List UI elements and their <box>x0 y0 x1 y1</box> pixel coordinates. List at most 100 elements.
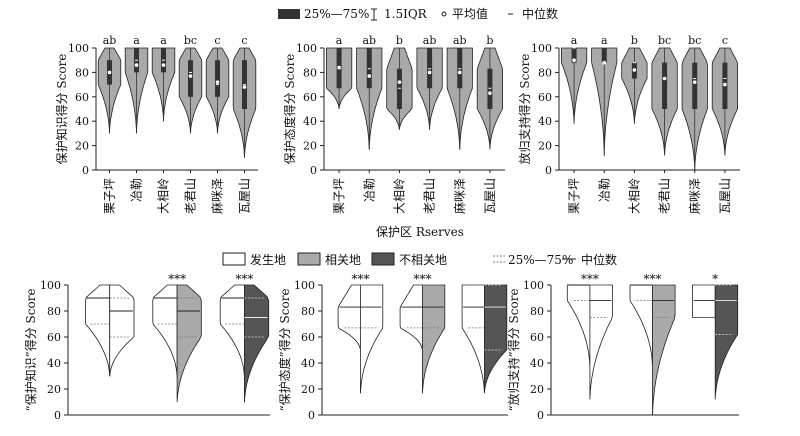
significance-letter: ab <box>103 34 117 47</box>
significance-mark: *** <box>235 272 253 286</box>
legend-quartile-label: 25%—75% <box>508 253 573 267</box>
significance-mark: * <box>712 272 718 286</box>
x-tick-label: 冶勒 <box>362 178 376 202</box>
x-tick-label: 老君山 <box>423 178 437 214</box>
y-tick-label: 0 <box>82 164 89 177</box>
significance-letter: a <box>336 34 343 47</box>
mean-mark <box>161 63 166 67</box>
y-tick-label: 20 <box>47 383 61 396</box>
significance-letter: c <box>214 34 220 47</box>
significance-letter: a <box>133 34 140 47</box>
y-tick-label: 40 <box>47 357 61 370</box>
y-tick-label: 80 <box>47 305 61 318</box>
x-tick-label: 麻咪泽 <box>210 178 225 214</box>
y-tick-label: 20 <box>538 140 552 153</box>
legend-box-swatch <box>278 9 300 19</box>
significance-mark: *** <box>644 272 662 286</box>
split-violin-panel: 0 20 40 60 80 100“保护知识”得分 Score *** *** <box>23 272 270 422</box>
legend-item-label: 发生地 <box>250 252 286 267</box>
x-tick-label: 大相岭 <box>627 178 641 214</box>
mean-mark <box>242 85 247 89</box>
x-tick-label: 栗子坪 <box>332 178 346 214</box>
significance-letter: b <box>631 34 638 47</box>
iqr-box <box>662 62 668 109</box>
y-tick-label: 100 <box>294 279 315 292</box>
iqr-box <box>427 48 433 89</box>
significance-mark: *** <box>581 272 599 286</box>
legend-mean-label: 平均值 <box>452 6 488 21</box>
mean-mark <box>632 68 637 72</box>
significance-mark: *** <box>351 272 369 286</box>
y-axis-label: “保护态度”得分 Score <box>277 288 292 411</box>
shared-xlabel: 保护区 Rserves <box>376 225 464 239</box>
iqr-box <box>396 68 402 109</box>
half-violin <box>219 284 245 377</box>
y-tick-label: 40 <box>75 115 89 128</box>
iqr-box <box>487 68 493 109</box>
y-tick-label: 20 <box>530 383 544 396</box>
y-tick-label: 80 <box>538 66 552 79</box>
y-axis-label: “保护知识”得分 Score <box>23 288 38 411</box>
y-tick-label: 60 <box>530 331 544 344</box>
half-violin <box>483 284 508 394</box>
legend-item-label: 不相关地 <box>399 253 447 267</box>
y-tick-label: 0 <box>308 409 315 422</box>
mean-mark <box>692 80 697 84</box>
significance-letter: bc <box>658 34 671 47</box>
half-violin <box>714 284 739 400</box>
x-tick-label: 冶勒 <box>130 178 144 202</box>
y-tick-label: 0 <box>310 164 317 177</box>
x-tick-label: 老君山 <box>184 178 198 214</box>
half-violin <box>589 284 613 400</box>
significance-letter: a <box>160 34 167 47</box>
half-violin <box>109 284 135 377</box>
half-violin <box>85 284 111 377</box>
x-tick-label: 麻咪泽 <box>687 178 702 214</box>
mean-mark <box>215 80 220 84</box>
y-tick-label: 0 <box>54 409 61 422</box>
x-tick-label: 栗子坪 <box>567 178 581 214</box>
y-axis-label: 保护知识得分 Score <box>54 54 69 165</box>
significance-letter: b <box>396 34 403 47</box>
y-tick-label: 40 <box>538 115 552 128</box>
y-tick-label: 80 <box>530 305 544 318</box>
y-tick-label: 20 <box>301 383 315 396</box>
y-tick-label: 20 <box>303 140 317 153</box>
half-violin <box>399 284 423 351</box>
y-tick-label: 100 <box>68 42 89 55</box>
iqr-box <box>188 60 193 97</box>
x-tick-label: 冶勒 <box>597 178 611 202</box>
legend-bottom: 发生地 相关地 不相关地 25%—75% 中位数 <box>222 252 617 267</box>
mean-mark <box>457 70 462 75</box>
legend-whisker-label: 1.5IQR <box>384 7 428 21</box>
half-violin <box>152 284 178 377</box>
y-tick-label: 60 <box>75 91 89 104</box>
legend-top: 25%—75% 1.5IQR 平均值 中位数 <box>278 6 558 21</box>
y-tick-label: 60 <box>47 331 61 344</box>
y-axis-label: 保护态度得分 Score <box>282 54 297 165</box>
y-axis-label: 放归支持得分 Score <box>517 54 532 165</box>
y-tick-label: 80 <box>75 66 89 79</box>
iqr-box <box>601 48 607 63</box>
significance-mark: *** <box>413 272 431 286</box>
legend-whisker-swatch <box>371 8 377 21</box>
significance-letter: bc <box>688 34 701 47</box>
x-tick-label: 瓦屋山 <box>238 178 252 214</box>
legend-median-label: 中位数 <box>522 6 558 21</box>
mean-mark <box>602 60 607 65</box>
significance-letter: a <box>571 34 578 47</box>
y-tick-label: 80 <box>301 305 315 318</box>
x-tick-label: 麻咪泽 <box>452 178 467 214</box>
mean-mark <box>723 82 727 87</box>
half-violin <box>461 284 485 393</box>
mean-mark <box>488 91 492 95</box>
y-tick-label: 0 <box>537 409 544 422</box>
mean-mark <box>572 58 576 62</box>
half-violin <box>243 284 270 403</box>
significance-letter: ab <box>362 34 376 47</box>
significance-letter: bc <box>184 34 197 47</box>
mean-mark <box>397 80 402 84</box>
x-tick-label: 瓦屋山 <box>483 178 497 214</box>
